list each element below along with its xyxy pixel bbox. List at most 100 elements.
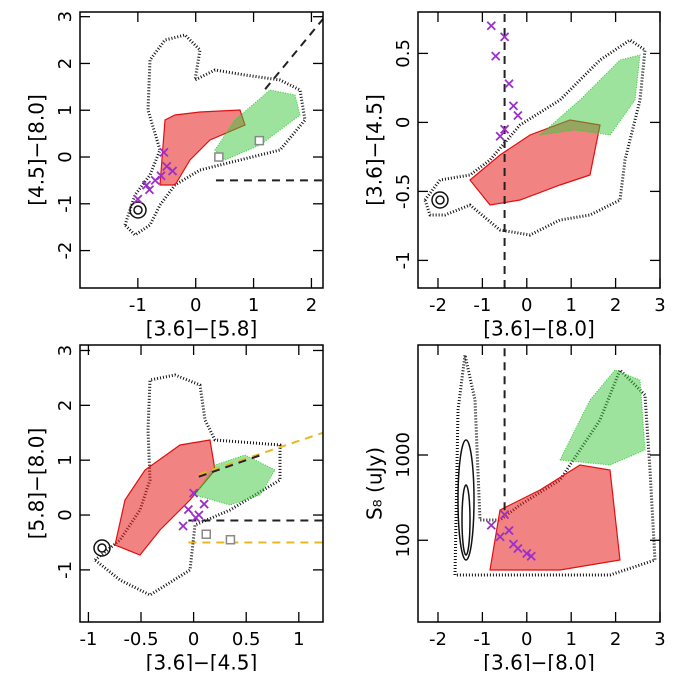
y-tick-label: 2 [55,58,76,69]
y-tick-label: 100 [393,523,414,557]
y-axis-label: [3.6]−[4.5] [363,94,387,206]
core-contour [97,543,107,553]
cross-marker [495,131,505,141]
x-tick-label: 1 [565,295,576,316]
y-tick-label: -0.5 [393,174,414,209]
x-axis-label: [3.6]−[8.0] [483,317,595,341]
cross-marker [188,488,199,498]
red-density [489,464,621,571]
core-contour [457,439,475,561]
y-tick-label: 1 [55,454,76,465]
cross-marker [159,147,169,157]
y-tick-label: -1 [55,195,76,213]
x-tick-label: 0 [521,629,532,650]
cross-marker [486,520,496,530]
green-density [559,369,646,466]
y-tick-label: -1 [393,251,414,269]
x-tick-label: -1 [473,295,491,316]
x-tick-label: -2 [429,295,447,316]
plot-frame [417,11,661,289]
y-tick-label: 3 [55,11,76,22]
green-density [538,54,641,136]
y-axis-label: S₈ (uJy) [363,447,387,520]
y-tick-label: 0.5 [393,39,414,68]
cross-marker [133,194,143,204]
y-axis-label: [4.5]−[8.0] [25,94,49,206]
cross-marker [183,504,193,515]
cross-marker [167,166,178,176]
density-decoration [93,33,657,597]
x-tick-label: 2 [306,295,317,316]
panel: -2 -1 0 1 2 3 100 1000 [3.6]−[8.0] S₈ (uJy) [363,344,666,675]
cross-marker [499,32,510,42]
square-marker [225,534,236,545]
square-marker [201,529,211,539]
cut-line [264,18,324,90]
cross-marker [522,548,532,559]
x-tick-label: -1 [79,629,97,650]
core-contour [435,195,445,205]
core-contour [93,539,111,557]
panel: -1 0 1 2 -2 -1 0 1 2 3 [3.6]−[5.8] [4.5]−[8.0] [25,11,324,341]
y-tick-label: -1 [55,561,76,579]
x-tick-label: 0.5 [232,629,261,650]
y-axis-label: [5.8]−[8.0] [25,428,49,540]
x-tick-label: 2 [610,629,621,650]
cross-marker [513,110,523,121]
cross-marker [513,543,523,554]
cut-line [198,431,324,476]
red-density [114,439,216,556]
cut-line [198,453,263,478]
cross-marker [504,79,514,89]
x-tick-label: 0 [190,295,201,316]
y-tick-label: 2 [55,400,76,411]
cross-marker [486,21,496,31]
x-axis-label: [3.6]−[4.5] [146,651,258,672]
x-tick-label: 3 [654,295,665,316]
x-tick-label: -1 [129,295,147,316]
cross-marker [504,525,514,536]
cross-marker [178,521,188,531]
x-tick-label: -2 [429,629,447,650]
y-tick-label: 1 [55,105,76,116]
core-contour [133,205,143,215]
cross-marker [144,185,155,195]
y-tick-label: -2 [55,242,76,260]
x-tick-label: 3 [654,629,665,650]
plot-frame [417,344,661,623]
core-contour [431,191,449,209]
x-axis-label: [3.6]−[8.0] [483,651,595,672]
square-marker [214,152,224,162]
cross-marker [526,551,536,561]
square-marker [254,135,265,146]
y-tick-label: 0 [393,117,414,128]
x-tick-label: 1 [293,629,304,650]
cross-marker [508,101,519,111]
green-density [214,89,301,161]
x-tick-label: 0 [521,295,532,316]
plot-frame [79,344,324,623]
cross-marker [141,180,152,190]
green-density [194,454,276,506]
x-tick-label: -1 [473,629,491,650]
x-axis-label: [3.6]−[5.8] [146,317,258,341]
core-contour [129,201,147,219]
x-tick-label: 1 [565,629,576,650]
cross-marker [499,124,510,134]
cross-marker [491,51,501,61]
cross-marker [191,513,201,523]
x-tick-label: 1 [248,295,259,316]
core-contour [461,484,471,556]
y-tick-label: 0 [55,151,76,162]
x-tick-label: 2 [610,295,621,316]
y-tick-label: 0 [55,509,76,520]
y-tick-label: 1000 [393,432,414,478]
cross-marker [495,532,505,542]
plot-frame [79,11,324,289]
cross-marker [499,509,510,520]
panel: -2 -1 0 1 2 3 -1 -0.5 0 0.5 [3.6]−[8.0] [3.6]−[4.5] [363,11,666,341]
x-tick-label: 0 [188,629,199,650]
cross-marker [156,171,166,181]
cross-marker [199,499,209,509]
